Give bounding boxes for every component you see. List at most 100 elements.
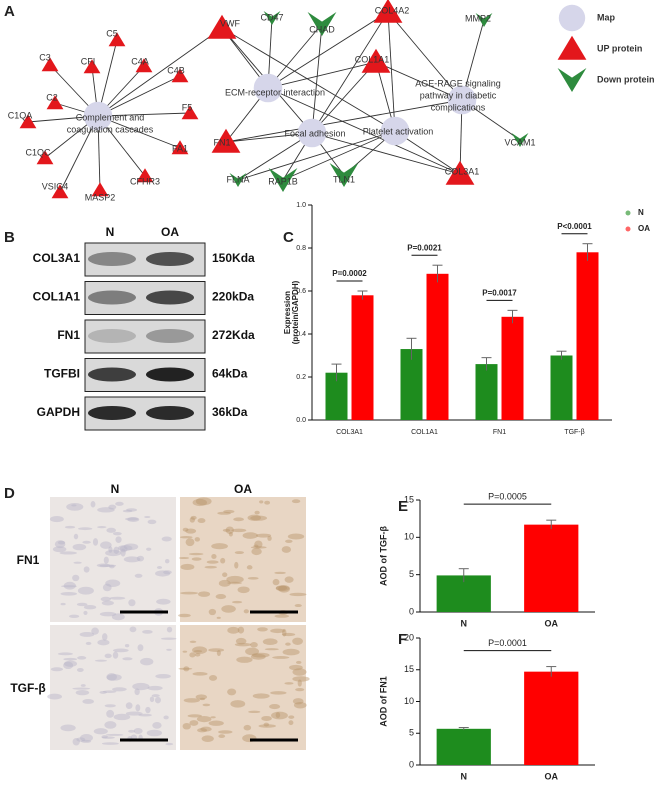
tissue-texture	[288, 720, 294, 726]
tissue-texture	[57, 652, 74, 656]
node-label: C4B	[167, 65, 185, 75]
tissue-texture	[253, 544, 259, 548]
tissue-texture	[102, 690, 117, 693]
histology-row-label: TGF-β	[10, 681, 45, 695]
node-label: VSIG4	[42, 181, 69, 191]
tissue-texture	[189, 652, 196, 658]
tissue-texture	[185, 538, 195, 547]
tissue-texture	[285, 642, 291, 646]
tissue-texture	[100, 541, 112, 549]
tissue-texture	[271, 711, 288, 720]
tissue-texture	[122, 509, 133, 513]
tissue-texture	[228, 531, 233, 537]
tissue-texture	[192, 498, 208, 507]
tissue-texture	[104, 704, 116, 708]
p-value: P=0.0017	[482, 288, 517, 297]
tissue-texture	[146, 729, 162, 737]
y-tick-label: 0.6	[296, 288, 306, 295]
tissue-texture	[190, 515, 197, 520]
blot-row-label: FN1	[57, 328, 80, 342]
tissue-texture	[259, 500, 264, 504]
tissue-texture	[208, 675, 218, 681]
tissue-texture	[211, 543, 228, 550]
y-tick-label: 10	[404, 532, 414, 542]
histology-column-label: N	[111, 482, 120, 496]
tissue-texture	[208, 608, 217, 616]
x-tick-label: OA	[545, 618, 559, 628]
network-edge	[311, 23, 323, 134]
tissue-texture	[79, 631, 95, 637]
network-edge	[97, 27, 223, 117]
blot-band	[146, 290, 194, 305]
tissue-texture	[220, 557, 226, 564]
tissue-texture	[125, 517, 139, 521]
tissue-texture	[243, 724, 252, 731]
tissue-texture	[274, 571, 286, 575]
tissue-texture	[250, 546, 267, 549]
tissue-texture	[151, 694, 160, 698]
node-label: CFI	[81, 56, 96, 66]
tissue-texture	[255, 533, 272, 538]
node-label: AGE-RAGE signaling	[415, 78, 501, 88]
y-tick-label: 10	[404, 696, 414, 706]
bar	[325, 372, 348, 420]
tissue-texture	[97, 526, 107, 529]
y-axis-label: AOD of TGF-β	[378, 526, 388, 586]
tissue-texture	[163, 570, 172, 575]
tissue-texture	[119, 545, 128, 553]
bar	[400, 349, 423, 420]
tissue-texture	[128, 599, 136, 607]
tissue-texture	[152, 721, 162, 729]
tissue-texture	[216, 616, 221, 619]
tissue-texture	[59, 551, 77, 555]
network-node	[83, 59, 101, 74]
tissue-texture	[231, 528, 247, 533]
tissue-texture	[287, 533, 305, 540]
network-edge	[97, 115, 181, 149]
tissue-texture	[210, 716, 216, 719]
x-tick-label: COL1A1	[411, 429, 438, 436]
tissue-texture	[216, 650, 221, 657]
tissue-texture	[188, 552, 204, 556]
tissue-texture	[120, 548, 126, 557]
blot-band	[88, 252, 136, 266]
legend-label: N	[638, 208, 644, 217]
node-label: COL4A2	[375, 5, 410, 15]
panel-label: E	[398, 498, 408, 515]
tissue-texture	[178, 667, 193, 670]
tissue-texture	[164, 559, 170, 564]
tissue-texture	[155, 570, 171, 577]
tissue-texture	[250, 653, 266, 660]
tissue-texture	[246, 565, 253, 570]
tissue-texture	[108, 546, 113, 553]
tissue-texture	[192, 672, 208, 676]
bar	[475, 364, 498, 420]
tissue-texture	[73, 561, 82, 564]
node-label: COL1A1	[355, 54, 390, 64]
tissue-texture	[250, 642, 258, 648]
tissue-texture	[76, 667, 84, 672]
network-node	[361, 48, 391, 73]
tissue-texture	[85, 641, 92, 646]
tissue-texture	[196, 716, 212, 723]
tissue-texture	[104, 653, 112, 659]
legend-symbol	[557, 35, 587, 60]
tissue-texture	[161, 536, 172, 542]
network-node	[171, 140, 189, 155]
tissue-texture	[226, 575, 244, 584]
tissue-texture	[222, 528, 231, 532]
network-node	[207, 14, 237, 39]
network-node	[91, 182, 109, 197]
tissue-texture	[289, 592, 307, 597]
tissue-texture	[77, 586, 94, 595]
node-label: C2	[46, 92, 58, 102]
tissue-texture	[147, 685, 163, 691]
tissue-texture	[123, 556, 141, 563]
network-edge	[225, 99, 463, 143]
blot-band	[88, 406, 136, 420]
blot-column-label: OA	[161, 225, 179, 239]
tissue-texture	[77, 527, 93, 531]
tissue-texture	[230, 700, 246, 708]
y-axis-label: (protein/GAPDH)	[291, 280, 300, 344]
y-tick-label: 5	[409, 728, 414, 738]
